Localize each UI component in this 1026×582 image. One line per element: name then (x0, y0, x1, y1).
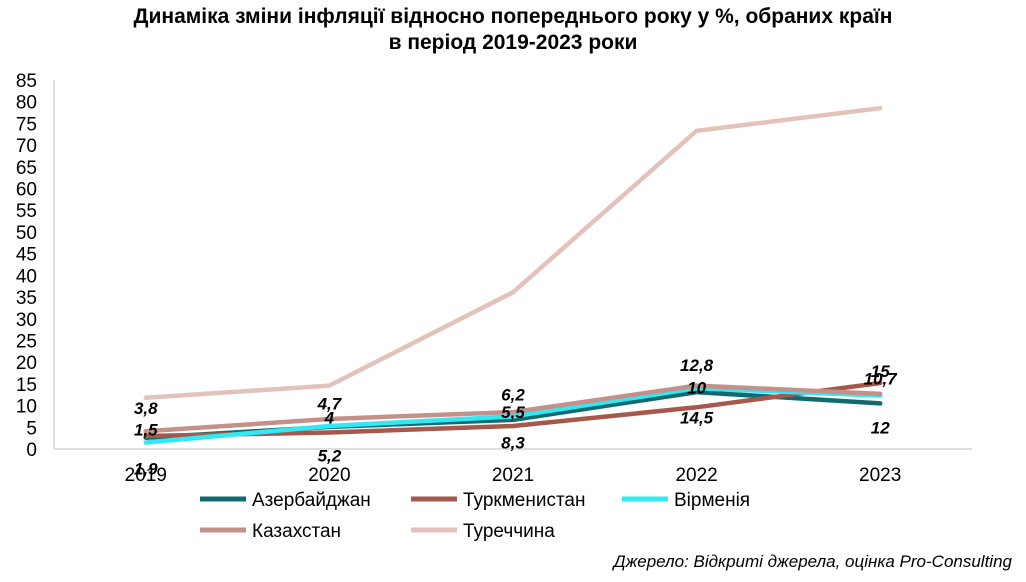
y-tick-label: 55 (16, 201, 37, 222)
y-tick-label: 85 (16, 71, 37, 92)
y-tick-label: 45 (16, 245, 37, 266)
legend: Азербайджан Туркменистан Вірменія Казахстан… (200, 490, 750, 542)
y-tick-label: 70 (16, 136, 37, 157)
chart-title-line-2: в період 2019-2023 роки (388, 31, 638, 54)
y-tick-label: 30 (16, 310, 37, 331)
y-tick-label: 80 (16, 93, 37, 114)
data-label: 1,9 (134, 460, 158, 479)
legend-item-3: Вірменія (622, 490, 750, 511)
legend-item-4: Казахстан (200, 521, 341, 542)
series-line-5 (143, 105, 883, 401)
y-tick-label: 50 (16, 223, 37, 244)
legend-label: Азербайджан (252, 490, 371, 511)
y-tick-label: 25 (16, 331, 37, 352)
chart-title-line-1: Динаміка зміни інфляції відносно поперед… (133, 5, 893, 28)
series-lines (143, 105, 883, 445)
legend-item-2: Туркменистан (411, 490, 586, 511)
y-tick-label: 75 (16, 114, 37, 135)
data-label: 5,5 (501, 403, 525, 422)
data-label: 12 (871, 418, 890, 437)
y-tick-label: 0 (26, 440, 37, 461)
y-tick-label: 65 (16, 158, 37, 179)
data-label: 6,2 (501, 386, 525, 405)
data-label: 4 (324, 408, 335, 427)
y-tick-label: 40 (16, 266, 37, 287)
legend-label: Туркменистан (463, 490, 586, 511)
legend-label: Казахстан (252, 521, 341, 542)
y-tick-label: 35 (16, 288, 37, 309)
legend-item-1: Азербайджан (200, 490, 371, 511)
x-tick-label: 2023 (859, 465, 901, 486)
y-tick-label: 20 (16, 353, 37, 374)
data-label: 4,7 (317, 394, 343, 413)
y-tick-label: 5 (26, 418, 37, 439)
data-labels: 3,8 1,5 1,9 4,74 5,2 6,25,5 8,3 12,8 10 14,5 1510,… (134, 356, 898, 478)
series-line-3 (143, 385, 883, 445)
y-tick-label: 15 (16, 375, 37, 396)
data-label: 10 (687, 378, 706, 397)
legend-item-5: Туреччина (411, 521, 555, 542)
x-tick-label: 2021 (492, 465, 534, 486)
data-label: 15 (871, 362, 890, 381)
data-label: 8,3 (501, 433, 525, 452)
legend-label: Туреччина (463, 521, 555, 542)
y-tick-label: 10 (16, 397, 37, 418)
data-label: 14,5 (680, 409, 714, 428)
data-label: 3,8 (134, 399, 158, 418)
series-line-4 (143, 383, 883, 434)
x-tick-label: 2022 (675, 465, 717, 486)
x-tick-label: 2019 (125, 465, 167, 486)
source-note: Джерело: Відкриті джерела, оцінка Pro-Co… (613, 552, 1012, 571)
data-label: 1,5 (134, 420, 158, 439)
data-label: 10,7 (864, 370, 899, 389)
legend-label: Вірменія (674, 490, 750, 511)
data-label: 5,2 (318, 447, 342, 466)
data-label: 12,8 (680, 356, 714, 375)
y-tick-label: 60 (16, 180, 37, 201)
x-tick-label: 2020 (308, 465, 350, 486)
